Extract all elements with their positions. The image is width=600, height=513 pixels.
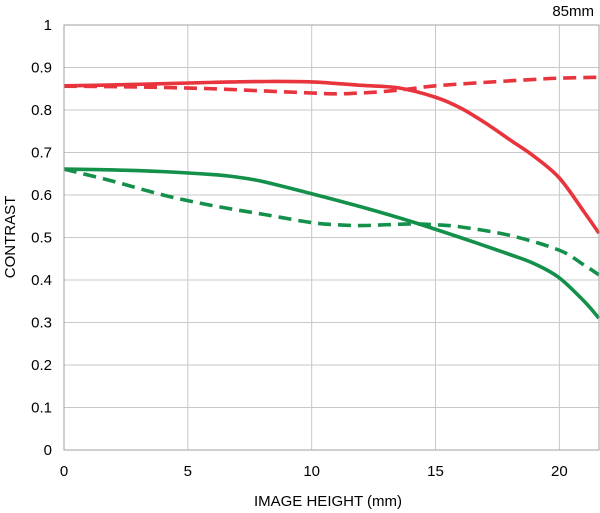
y-tick-label: 0.4 bbox=[31, 272, 52, 289]
y-tick-label: 0.8 bbox=[31, 102, 52, 119]
y-tick-label: 0.7 bbox=[31, 145, 52, 162]
x-tick-label: 0 bbox=[60, 463, 68, 480]
y-tick-label: 0 bbox=[44, 442, 52, 459]
y-tick-labels: 0 0.1 0.2 0.3 0.4 0.5 0.6 0.7 0.8 0.9 1 bbox=[31, 17, 52, 459]
y-tick-label: 0.3 bbox=[31, 315, 52, 332]
series-line-green-solid bbox=[63, 167, 600, 320]
series-layer bbox=[63, 75, 600, 320]
y-tick-label: 0.2 bbox=[31, 357, 52, 374]
x-tick-label: 5 bbox=[184, 463, 192, 480]
x-tick-labels: 0 5 10 15 20 bbox=[60, 463, 568, 480]
y-tick-label: 0.6 bbox=[31, 187, 52, 204]
y-tick-label: 1 bbox=[44, 17, 52, 34]
y-axis-title: CONTRAST bbox=[2, 196, 19, 279]
y-tick-label: 0.5 bbox=[31, 230, 52, 247]
x-axis-title: IMAGE HEIGHT (mm) bbox=[254, 493, 402, 510]
series-line-red-dashed bbox=[63, 75, 600, 96]
series-line-red-solid bbox=[63, 79, 600, 235]
y-tick-label: 0.1 bbox=[31, 400, 52, 417]
focal-length-label: 85mm bbox=[552, 3, 594, 20]
x-tick-label: 15 bbox=[427, 463, 444, 480]
series-line-green-dashed bbox=[63, 167, 600, 277]
y-tick-label: 0.9 bbox=[31, 60, 52, 77]
plot-frame bbox=[63, 24, 600, 451]
x-tick-label: 10 bbox=[303, 463, 320, 480]
x-tick-label: 20 bbox=[551, 463, 568, 480]
